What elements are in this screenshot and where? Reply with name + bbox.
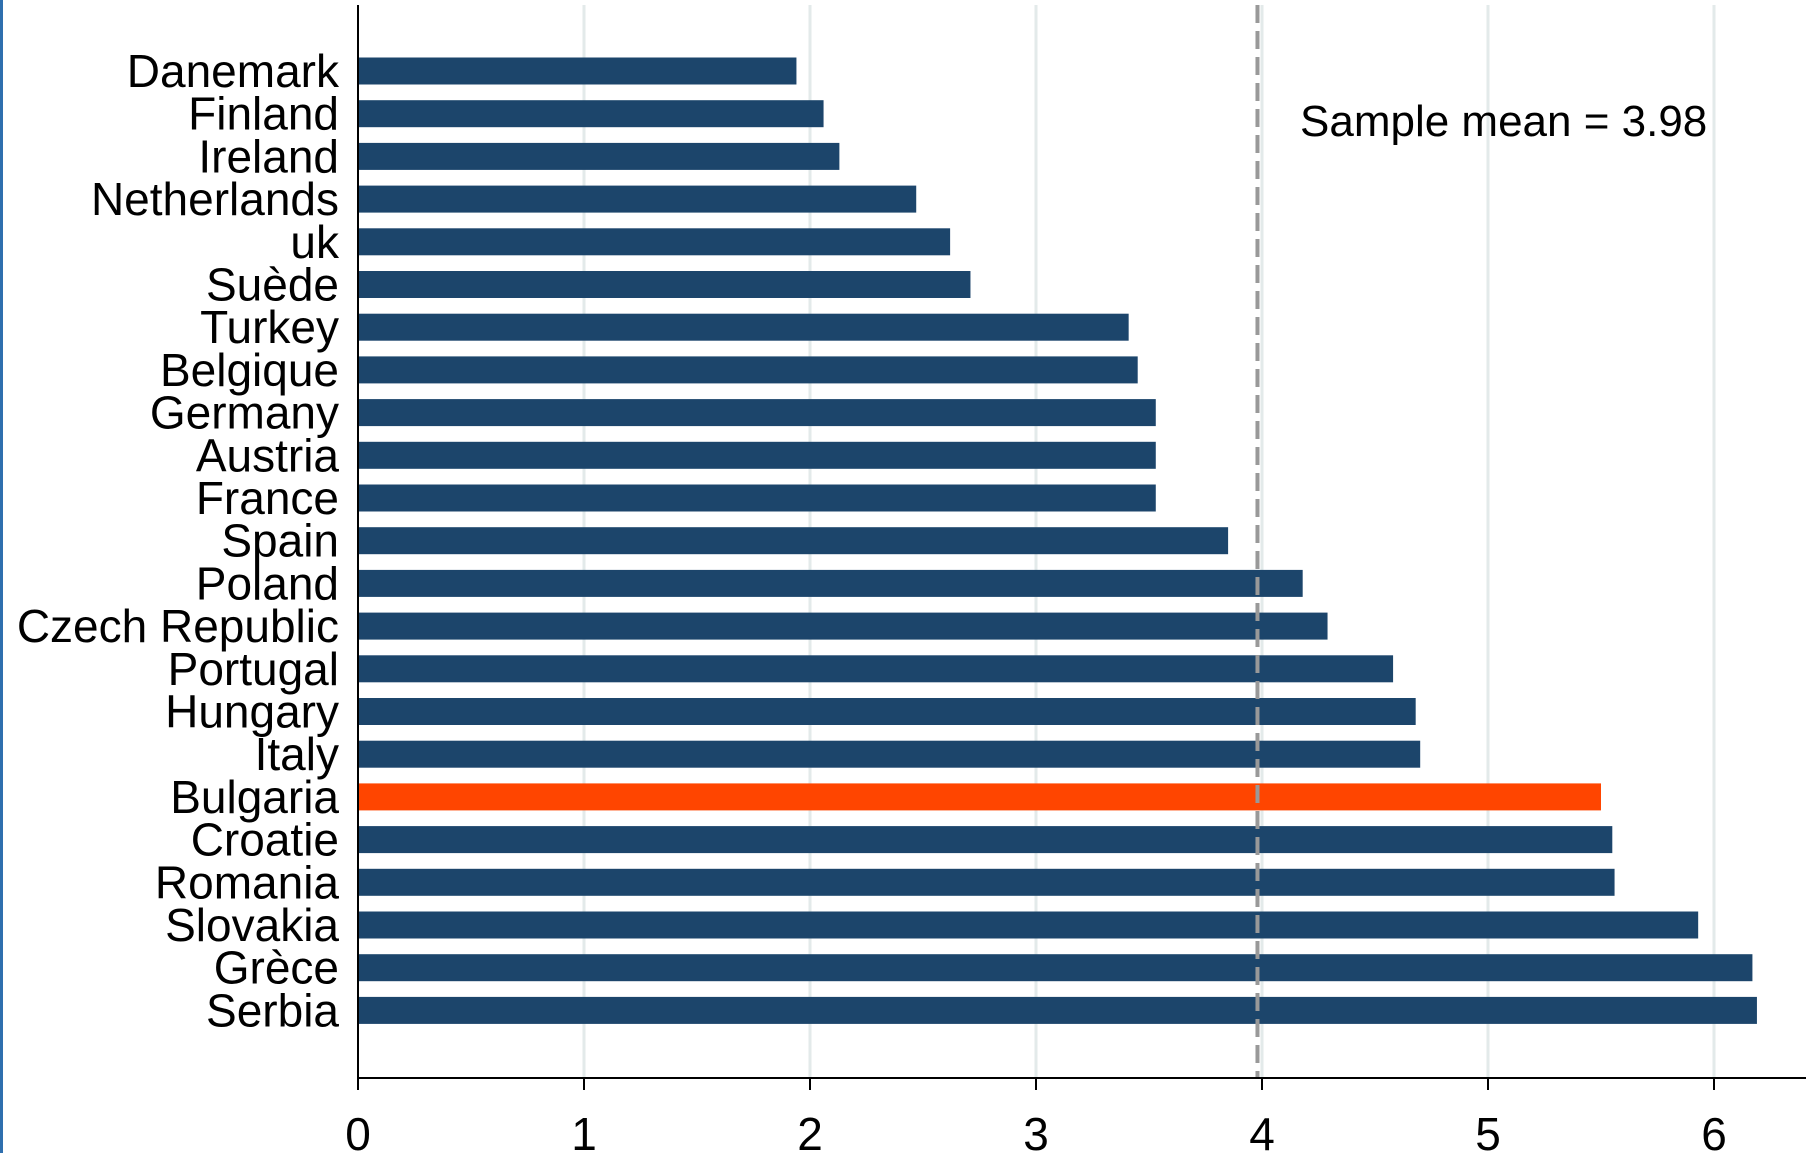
left-edge-border <box>0 0 3 1153</box>
bar-france <box>358 484 1156 512</box>
x-tick-label: 0 <box>345 1108 371 1153</box>
x-tick-label: 5 <box>1475 1108 1501 1153</box>
bar-portugal <box>358 655 1394 683</box>
bar-czech-republic <box>358 612 1328 640</box>
bar-suède <box>358 271 971 298</box>
category-label: Spain <box>221 515 339 567</box>
category-label: Serbia <box>206 984 339 1036</box>
category-label: Germany <box>150 387 339 439</box>
category-label: Ireland <box>198 130 339 182</box>
mean-annotation: Sample mean = 3.98 <box>1300 97 1707 146</box>
bar-grèce <box>358 954 1753 982</box>
category-label: Danemark <box>127 45 340 97</box>
category-label: Italy <box>255 728 339 780</box>
bar-austria <box>358 441 1156 469</box>
axes <box>357 5 1806 1090</box>
category-label: Romania <box>155 856 340 908</box>
bar-italy <box>358 740 1421 768</box>
bar-turkey <box>358 313 1129 341</box>
category-label: Bulgaria <box>170 771 339 823</box>
bar-danemark <box>358 57 797 85</box>
bar-slovakia <box>358 911 1699 939</box>
bar-finland <box>358 100 824 128</box>
bar-spain <box>358 527 1229 555</box>
x-tick-label: 3 <box>1023 1108 1049 1153</box>
bar-uk <box>358 228 951 256</box>
x-tick-label: 4 <box>1249 1108 1275 1153</box>
category-label: Turkey <box>200 301 339 353</box>
bar-hungary <box>358 698 1416 725</box>
category-label: Austria <box>196 429 340 481</box>
bar-croatie <box>358 826 1613 854</box>
bar-bulgaria <box>358 783 1601 811</box>
category-label: Slovakia <box>165 899 339 951</box>
bar-poland <box>358 569 1303 597</box>
category-label: uk <box>290 216 340 268</box>
x-tick-label: 6 <box>1701 1108 1727 1153</box>
bar-netherlands <box>358 185 917 213</box>
bar-ireland <box>358 142 840 170</box>
category-labels: DanemarkFinlandIrelandNetherlandsukSuède… <box>17 45 340 1036</box>
category-label: Czech Republic <box>17 600 339 652</box>
bar-germany <box>358 399 1156 427</box>
x-tick-label: 1 <box>571 1108 597 1153</box>
category-label: France <box>196 472 339 524</box>
bar-belgique <box>358 356 1138 384</box>
category-label: Netherlands <box>91 173 339 225</box>
category-label: Poland <box>196 557 339 609</box>
bar-serbia <box>358 996 1757 1024</box>
bars <box>358 57 1757 1024</box>
category-label: Croatie <box>191 814 339 866</box>
category-label: Portugal <box>168 643 339 695</box>
bar-romania <box>358 868 1615 896</box>
x-tick-labels: 0 1 2 3 4 5 6 <box>345 1108 1727 1158</box>
category-label: Finland <box>188 88 339 140</box>
category-label: Grèce <box>214 942 339 994</box>
x-tick-label: 2 <box>797 1108 823 1153</box>
category-label: Suède <box>206 259 339 311</box>
category-label: Hungary <box>165 686 339 738</box>
category-label: Belgique <box>160 344 339 396</box>
